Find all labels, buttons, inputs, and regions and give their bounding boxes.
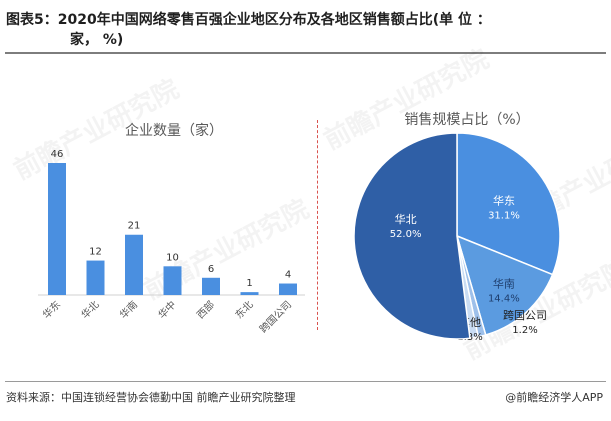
bar-value-label: 6 [208,264,214,275]
bar-value-label: 12 [89,247,102,258]
credit-note: @前瞻经济学人APP [505,391,603,404]
bar-value-label: 21 [128,221,141,232]
bar [86,260,105,295]
bar [125,234,143,295]
bar-chart-title: 企业数量（家） [125,122,223,139]
pie-chart-title: 销售规模占比（%） [404,112,529,128]
title-line-1: 图表5：2020年中国网络零售百强企业地区分布及各地区销售额占比(单 位 ： [6,12,491,28]
pie-slice [456,132,561,276]
bar-value-label: 46 [51,149,64,160]
pie-slice-value: 1.2% [512,325,537,336]
bar [202,277,220,295]
pie-slice-label: 华北 [395,212,417,226]
title-rule [5,52,606,54]
pie-slice [353,132,471,340]
pie-slice [455,234,554,336]
pie-chart: 销售规模占比（%） 华东31.1%华南14.4%跨国公司1.2%其他1.3%华北… [353,112,561,343]
bar-category-label: 东北 [232,298,255,321]
pie-slice-value: 31.1% [488,210,520,221]
pie-slice-label: 华南 [493,276,515,290]
source-note: 资料来源：中国连锁经营协会德勤中国 前瞻产业研究院整理 [6,391,296,404]
bar-category-label: 西部 [194,298,217,321]
bar [279,283,297,295]
pie-slice-value: 52.0% [390,229,422,240]
page-title: 图表5：2020年中国网络零售百强企业地区分布及各地区销售额占比(单 位 ： 家… [6,10,606,50]
footer-rule [5,381,606,382]
bar-category-label: 华东 [40,298,63,321]
bar [163,266,182,295]
chart-divider [317,120,318,330]
bar-category-label: 跨国公司 [257,299,294,336]
bar-category-label: 华北 [78,298,101,321]
bar [48,163,66,295]
bar-value-label: 10 [166,252,179,263]
title-line-2: 家， %) [70,32,124,48]
pie-slice-label: 华东 [493,193,515,207]
bar-value-label: 4 [285,270,291,281]
bar-category-label: 华南 [117,298,140,321]
pie-slice-value: 14.4% [488,293,520,304]
bar [240,292,259,295]
bar-value-label: 1 [246,278,252,289]
pie-slice-label: 跨国公司 [503,309,547,322]
